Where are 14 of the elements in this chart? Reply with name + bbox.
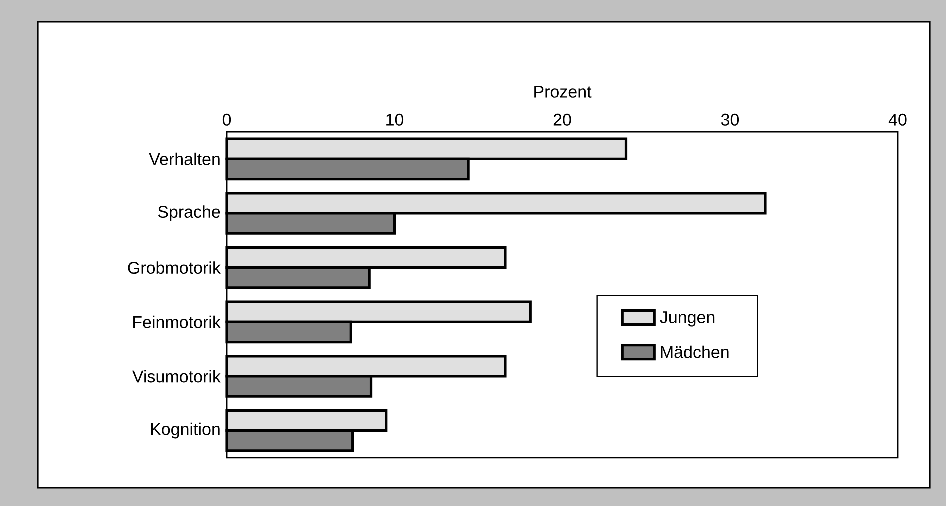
legend-label: Jungen [660, 312, 715, 327]
x-tick-label: 0 [222, 114, 232, 126]
x-tick-label: 10 [386, 114, 404, 126]
x-tick-label: 30 [721, 114, 740, 126]
y-tick-label: Kognition [151, 422, 220, 439]
y-tick-label: Visumotorik [132, 370, 221, 383]
x-tick-label: 20 [554, 114, 572, 126]
y-tick-label: Verhalten [149, 152, 220, 166]
x-tick-label: 40 [888, 114, 907, 126]
x-axis-title: Prozent [534, 86, 592, 98]
y-tick-label: Feinmotorik [134, 316, 221, 328]
y-tick-label: Grobmotorik [128, 262, 221, 274]
y-tick-label: Sprache [158, 206, 220, 222]
legend-label: Mädchen [661, 346, 729, 358]
